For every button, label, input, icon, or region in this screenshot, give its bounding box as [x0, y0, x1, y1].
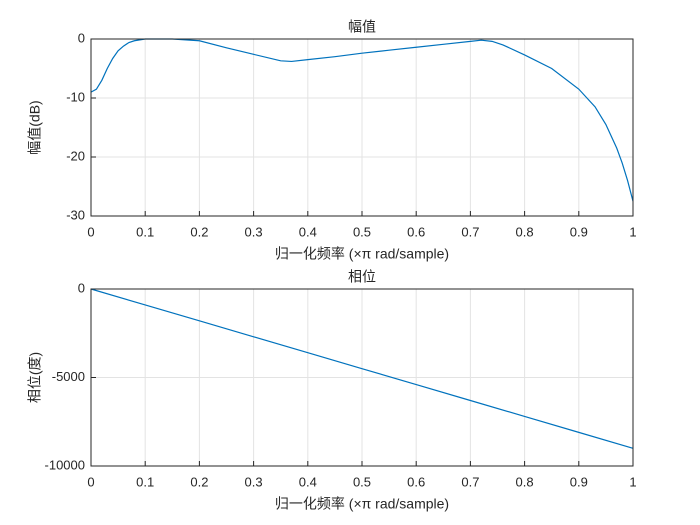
- y-tick-label: 0: [78, 30, 85, 45]
- x-tick-label: 0.9: [570, 474, 588, 489]
- x-tick-label: 0.1: [136, 224, 154, 239]
- x-tick-label: 0.4: [299, 474, 317, 489]
- x-tick-label: 0.2: [190, 474, 208, 489]
- x-tick-label: 0.5: [353, 474, 371, 489]
- x-tick-label: 0: [87, 224, 94, 239]
- chart-title: 相位: [348, 269, 376, 285]
- y-tick-label: -10000: [45, 457, 85, 472]
- chart-title: 幅值: [348, 19, 376, 35]
- x-tick-label: 0.7: [461, 224, 479, 239]
- x-tick-label: 0.2: [190, 224, 208, 239]
- y-tick-label: 0: [78, 280, 85, 295]
- x-tick-label: 0.3: [245, 224, 263, 239]
- x-tick-label: 0.6: [407, 474, 425, 489]
- x-tick-label: 0.6: [407, 224, 425, 239]
- x-tick-label: 0.4: [299, 224, 317, 239]
- x-tick-label: 0.1: [136, 474, 154, 489]
- x-axis-label: 归一化频率 (×π rad/sample): [275, 496, 449, 512]
- y-tick-label: -5000: [52, 369, 85, 384]
- x-tick-label: 0.9: [570, 224, 588, 239]
- line: [90, 288, 634, 449]
- y-tick-label: -30: [66, 207, 85, 222]
- x-tick-label: 1: [629, 224, 636, 239]
- y-axis-label: 相位(度): [27, 352, 43, 403]
- y-tick-label: -10: [66, 89, 85, 104]
- x-tick-label: 0.8: [516, 224, 534, 239]
- x-tick-label: 0.5: [353, 224, 371, 239]
- x-axis-label: 归一化频率 (×π rad/sample): [275, 246, 449, 262]
- x-tick-label: 0.8: [516, 474, 534, 489]
- x-tick-label: 0.3: [245, 474, 263, 489]
- line: [90, 38, 634, 202]
- x-tick-label: 0.7: [461, 474, 479, 489]
- y-tick-label: -20: [66, 148, 85, 163]
- axes-box: [90, 38, 634, 217]
- x-tick-label: 1: [629, 474, 636, 489]
- y-axis-label: 幅值(dB): [27, 100, 43, 154]
- x-tick-label: 0: [87, 474, 94, 489]
- axes-box: [90, 288, 634, 467]
